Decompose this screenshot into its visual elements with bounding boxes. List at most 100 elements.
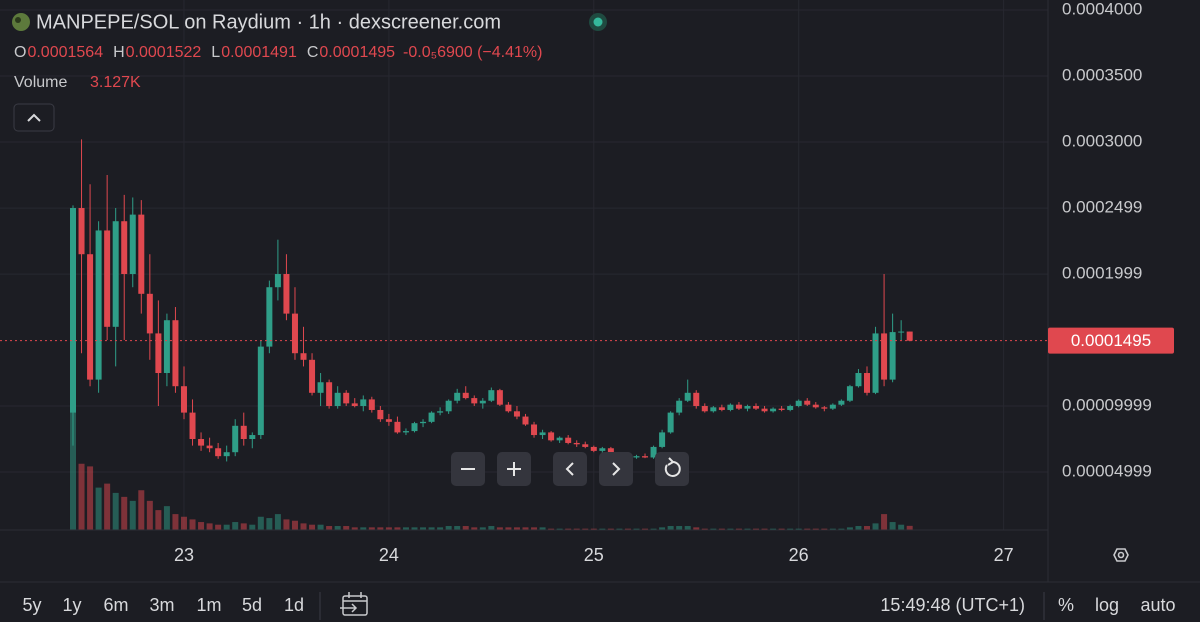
last-price-box: [1048, 327, 1174, 354]
candle-body: [633, 456, 640, 458]
y-tick-label: 0.00009999: [1062, 396, 1152, 415]
scroll-left-button[interactable]: [553, 452, 587, 486]
candles: [69, 139, 913, 462]
volume-bar: [206, 523, 213, 530]
scale-option[interactable]: auto: [1140, 595, 1175, 615]
y-tick-label: 0.0003500: [1062, 66, 1142, 85]
settings-button[interactable]: [1113, 548, 1129, 562]
candle-body: [778, 408, 785, 410]
candle-body: [87, 254, 94, 380]
scale-option[interactable]: log: [1095, 595, 1119, 615]
candle-body: [351, 403, 358, 407]
calendar-icon[interactable]: [342, 595, 368, 616]
legend-key: L: [211, 44, 220, 61]
volume-bar: [744, 528, 751, 530]
last-price-label: 0.0001495: [1071, 331, 1151, 350]
volume-bar: [676, 526, 683, 530]
candle-body: [735, 404, 742, 409]
candle-body: [770, 408, 777, 412]
x-tick-label: 25: [584, 545, 604, 565]
range-button[interactable]: 1m: [196, 595, 221, 615]
volume-bar: [420, 527, 427, 530]
volume-bar: [198, 522, 205, 530]
scroll-right-button[interactable]: [599, 452, 633, 486]
collapse-button[interactable]: [13, 103, 55, 132]
candle-body: [744, 406, 751, 409]
candle-body: [402, 431, 409, 433]
range-button[interactable]: 5y: [22, 595, 41, 615]
volume-bar: [78, 463, 85, 530]
range-button[interactable]: 1d: [284, 595, 304, 615]
volume-bar: [232, 522, 239, 530]
volume-bar: [846, 527, 853, 530]
candle-body: [291, 313, 298, 354]
range-button[interactable]: 1y: [62, 595, 81, 615]
candle-body: [667, 412, 674, 433]
volume-bar: [624, 528, 631, 530]
legend-value: 0.0001495: [319, 44, 395, 61]
range-button[interactable]: 5d: [242, 595, 262, 615]
date-range-button[interactable]: [340, 592, 368, 616]
candle-body: [180, 386, 187, 413]
candle-body: [531, 424, 538, 436]
volume-bar: [735, 528, 742, 530]
candle-body: [445, 400, 452, 412]
candle-body: [684, 392, 691, 401]
volume-bar: [599, 528, 606, 530]
candle-body: [163, 320, 170, 374]
volume-bar: [548, 528, 555, 530]
candle-body: [522, 416, 529, 425]
icon: [1117, 551, 1125, 559]
volume-bar: [582, 528, 589, 530]
volume-bar: [326, 526, 333, 530]
candle-body: [599, 448, 606, 451]
volume-bar: [881, 514, 888, 530]
volume-bar: [838, 528, 845, 530]
scale-option[interactable]: %: [1058, 595, 1074, 615]
icon: [340, 592, 367, 613]
candle-body: [556, 437, 563, 441]
reset-button[interactable]: [655, 452, 689, 486]
volume-bar: [172, 514, 179, 530]
volume-bar: [795, 528, 802, 530]
volume-bar: [283, 519, 290, 530]
candle-body: [513, 411, 520, 417]
volume-bar: [394, 527, 401, 530]
icon: [565, 462, 574, 476]
collapse-button[interactable]: [13, 103, 55, 132]
candle-body: [283, 274, 290, 314]
volume-bar: [377, 527, 384, 530]
candle-body: [343, 392, 350, 404]
candle-body: [462, 392, 469, 399]
volume-bars: [69, 402, 913, 530]
candle-body: [889, 332, 896, 380]
range-button[interactable]: 6m: [103, 595, 128, 615]
candle-body: [872, 333, 879, 393]
volume-bar: [274, 514, 281, 530]
x-tick-label: 24: [379, 545, 399, 565]
candle-body: [718, 407, 725, 410]
volume-bar: [770, 528, 777, 530]
x-tick-label: 27: [994, 545, 1014, 565]
volume-bar: [121, 496, 128, 530]
candle-body: [232, 425, 239, 453]
range-button[interactable]: 3m: [149, 595, 174, 615]
volume-bar: [761, 528, 768, 530]
candle-body: [906, 331, 913, 341]
volume-bar: [496, 527, 503, 530]
candle-body: [95, 230, 102, 380]
candle-body: [812, 404, 819, 408]
volume-bar: [300, 523, 307, 530]
candle-body: [582, 444, 589, 447]
volume-bar: [556, 528, 563, 530]
candle-body: [300, 353, 307, 360]
volume-bar: [402, 527, 409, 530]
candle-body: [787, 406, 794, 410]
icon: [612, 462, 621, 476]
volume-bar: [437, 527, 444, 530]
candle-body: [420, 421, 427, 424]
volume-bar: [864, 526, 871, 530]
icon: [664, 460, 681, 477]
volume-bar: [215, 524, 222, 530]
